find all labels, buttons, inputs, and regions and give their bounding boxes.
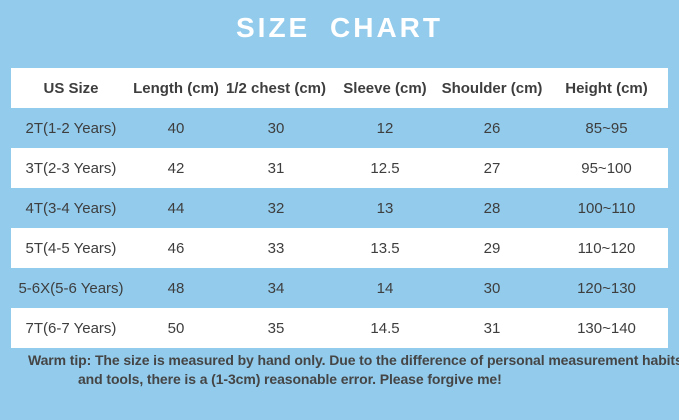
table-cell: 31 bbox=[483, 319, 501, 337]
warm-tip-note: Warm tip: The size is measured by hand o… bbox=[28, 351, 679, 389]
column-header-sleeve: Sleeve (cm) bbox=[343, 79, 427, 97]
column-header-length: Length (cm) bbox=[133, 79, 219, 97]
table-cell: 14.5 bbox=[370, 319, 400, 337]
column-header-height: Height (cm) bbox=[565, 79, 648, 97]
table-row: 7T(6-7 Years) 50 35 14.5 31 130~140 bbox=[11, 308, 668, 348]
size-chart-table: US Size Length (cm) 1/2 chest (cm) Sleev… bbox=[11, 68, 668, 348]
table-cell: 85~95 bbox=[585, 119, 628, 137]
table-cell: 35 bbox=[267, 319, 285, 337]
column-header-shoulder: Shoulder (cm) bbox=[441, 79, 543, 97]
table-cell: 30 bbox=[267, 119, 285, 137]
table-cell: 42 bbox=[167, 159, 185, 177]
table-cell: 12.5 bbox=[370, 159, 400, 177]
table-cell: 130~140 bbox=[577, 319, 636, 337]
table-cell: 5T(4-5 Years) bbox=[25, 239, 117, 257]
table-cell: 95~100 bbox=[581, 159, 632, 177]
table-cell: 33 bbox=[267, 239, 285, 257]
table-header-row: US Size Length (cm) 1/2 chest (cm) Sleev… bbox=[11, 68, 668, 108]
table-cell: 2T(1-2 Years) bbox=[25, 119, 117, 137]
table-cell: 46 bbox=[167, 239, 185, 257]
table-row: 5T(4-5 Years) 46 33 13.5 29 110~120 bbox=[11, 228, 668, 268]
table-cell: 13 bbox=[376, 199, 394, 217]
table-cell: 30 bbox=[483, 279, 501, 297]
table-cell: 3T(2-3 Years) bbox=[25, 159, 117, 177]
table-cell: 13.5 bbox=[370, 239, 400, 257]
warm-tip-text: The size is measured by hand only. Due t… bbox=[78, 352, 679, 387]
table-cell: 27 bbox=[483, 159, 501, 177]
table-cell: 4T(3-4 Years) bbox=[25, 199, 117, 217]
table-cell: 50 bbox=[167, 319, 185, 337]
warm-tip-label: Warm tip: bbox=[28, 352, 92, 368]
table-row: 3T(2-3 Years) 42 31 12.5 27 95~100 bbox=[11, 148, 668, 188]
column-header-us-size: US Size bbox=[43, 79, 99, 97]
table-cell: 14 bbox=[376, 279, 394, 297]
page-title: SIZE CHART bbox=[236, 12, 443, 43]
table-cell: 5-6X(5-6 Years) bbox=[18, 279, 124, 297]
table-cell: 48 bbox=[167, 279, 185, 297]
table-cell: 120~130 bbox=[577, 279, 636, 297]
table-cell: 100~110 bbox=[577, 199, 636, 217]
table-cell: 31 bbox=[267, 159, 285, 177]
table-cell: 12 bbox=[376, 119, 394, 137]
table-cell: 40 bbox=[167, 119, 185, 137]
table-cell: 7T(6-7 Years) bbox=[25, 319, 117, 337]
table-row: 2T(1-2 Years) 40 30 12 26 85~95 bbox=[11, 108, 668, 148]
table-row: 5-6X(5-6 Years) 48 34 14 30 120~130 bbox=[11, 268, 668, 308]
table-row: 4T(3-4 Years) 44 32 13 28 100~110 bbox=[11, 188, 668, 228]
table-cell: 28 bbox=[483, 199, 501, 217]
table-cell: 29 bbox=[483, 239, 501, 257]
table-cell: 26 bbox=[483, 119, 501, 137]
table-cell: 110~120 bbox=[577, 239, 636, 257]
table-cell: 44 bbox=[167, 199, 185, 217]
column-header-chest: 1/2 chest (cm) bbox=[225, 79, 327, 97]
table-cell: 34 bbox=[267, 279, 285, 297]
table-cell: 32 bbox=[267, 199, 285, 217]
